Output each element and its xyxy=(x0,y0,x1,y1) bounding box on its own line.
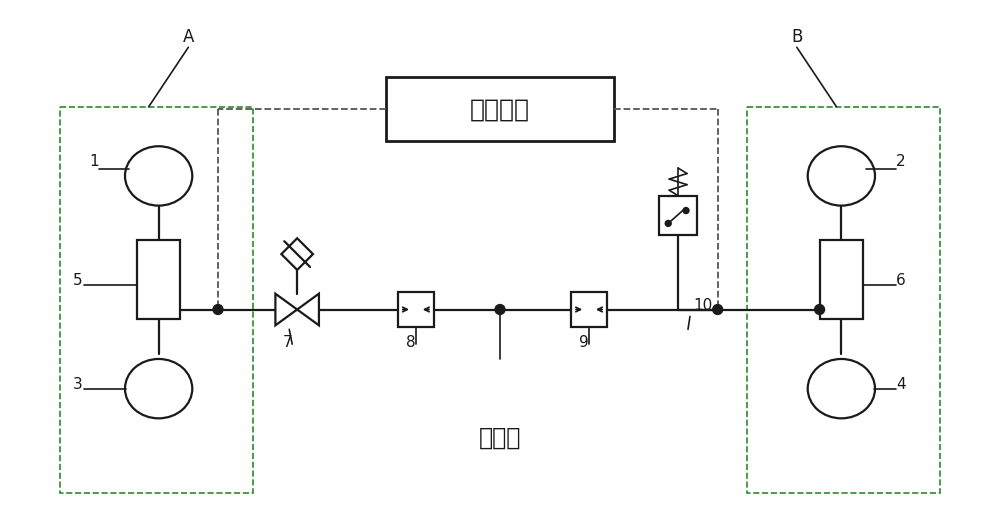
Circle shape xyxy=(495,305,505,315)
Bar xyxy=(659,196,697,235)
Bar xyxy=(137,240,180,319)
Polygon shape xyxy=(275,294,297,326)
Circle shape xyxy=(683,208,689,214)
Bar xyxy=(820,240,863,319)
Bar xyxy=(747,107,940,492)
Bar xyxy=(398,292,434,327)
Ellipse shape xyxy=(808,359,875,418)
Text: 1: 1 xyxy=(89,154,99,169)
Bar xyxy=(60,107,253,492)
Text: 4: 4 xyxy=(896,377,905,392)
Ellipse shape xyxy=(125,146,192,206)
Polygon shape xyxy=(297,294,319,326)
Text: 7: 7 xyxy=(282,335,292,350)
Text: 6: 6 xyxy=(896,273,906,288)
Text: A: A xyxy=(183,28,194,46)
Ellipse shape xyxy=(125,359,192,418)
Ellipse shape xyxy=(808,146,875,206)
Polygon shape xyxy=(281,238,313,270)
Text: 控制电路: 控制电路 xyxy=(470,97,530,121)
Circle shape xyxy=(213,305,223,315)
Text: B: B xyxy=(791,28,803,46)
Text: 3: 3 xyxy=(73,377,82,392)
Text: 10: 10 xyxy=(693,298,712,312)
Text: 8: 8 xyxy=(406,335,416,350)
Text: 总风管: 总风管 xyxy=(479,426,521,450)
Circle shape xyxy=(713,305,723,315)
Text: 9: 9 xyxy=(579,335,589,350)
Text: 5: 5 xyxy=(73,273,82,288)
Text: 2: 2 xyxy=(896,154,905,169)
Bar xyxy=(571,292,607,327)
Circle shape xyxy=(665,220,671,226)
Circle shape xyxy=(815,305,825,315)
Bar xyxy=(386,77,614,141)
